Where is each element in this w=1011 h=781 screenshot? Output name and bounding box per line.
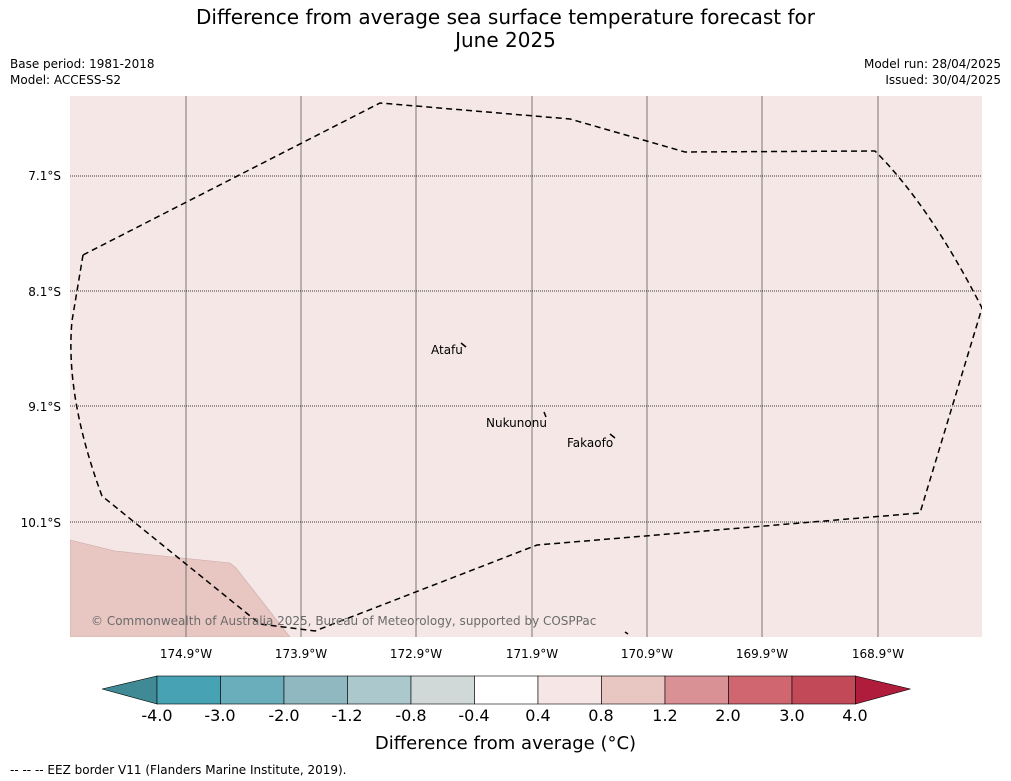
meta-left: Base period: 1981-2018 Model: ACCESS-S2 [10, 56, 155, 88]
colorbar-cell [537, 675, 602, 705]
lon-label: 171.9°W [505, 647, 559, 661]
colorbar-cell [347, 675, 412, 705]
colorbar-cell [728, 675, 793, 705]
lat-label: 9.1°S [28, 400, 61, 414]
issued-date: Issued: 30/04/2025 [885, 73, 1001, 87]
colorbar [101, 675, 911, 705]
eez-border [70, 102, 982, 632]
colorbar-tick: 1.2 [652, 706, 678, 725]
place-label-atafu: Atafu [431, 343, 463, 357]
colorbar-tick: -0.4 [458, 706, 490, 725]
map-title: Difference from average sea surface temp… [0, 6, 1011, 52]
colorbar-tick: -2.0 [268, 706, 300, 725]
nukunonu-island [543, 411, 547, 418]
lat-label: 8.1°S [28, 285, 61, 299]
colorbar-tick: 3.0 [779, 706, 805, 725]
copyright-notice: © Commonwealth of Australia 2025, Bureau… [91, 614, 597, 628]
lat-label: 10.1°S [20, 516, 61, 530]
lon-label: 172.9°W [389, 647, 443, 661]
meta-right: Model run: 28/04/2025 Issued: 30/04/2025 [864, 56, 1001, 88]
title-line-2: June 2025 [455, 28, 556, 52]
model-run: Model run: 28/04/2025 [863, 57, 1001, 71]
atafu-island [460, 342, 467, 348]
lat-label: 7.1°S [28, 169, 61, 183]
colorbar-cell [791, 675, 856, 705]
lon-label: 173.9°W [274, 647, 328, 661]
colorbar-tick: 0.8 [588, 706, 614, 725]
colorbar-cell [664, 675, 729, 705]
title-line-1: Difference from average sea surface temp… [195, 5, 815, 29]
place-label-nukunonu: Nukunonu [486, 416, 547, 430]
parallel-lines [70, 175, 982, 523]
lon-label: 170.9°W [620, 647, 674, 661]
lon-label: 168.9°W [851, 647, 905, 661]
eez-legend-note: -- -- -- EEZ border V11 (Flanders Marine… [10, 763, 347, 777]
colorbar-tick: -1.2 [331, 706, 363, 725]
colorbar-extension-high [855, 675, 911, 705]
colorbar-extension-low [101, 675, 158, 705]
base-period: Base period: 1981-2018 [10, 57, 155, 71]
colorbar-cell [220, 675, 285, 705]
lon-label: 174.9°W [159, 647, 213, 661]
lon-label: 169.9°W [735, 647, 789, 661]
colorbar-cell [474, 675, 539, 705]
swains-island [624, 631, 629, 635]
colorbar-label: Difference from average (°C) [374, 733, 637, 754]
model-name: Model: ACCESS-S2 [10, 73, 122, 87]
colorbar-tick: 4.0 [842, 706, 868, 725]
colorbar-cell [156, 675, 221, 705]
colorbar-tick: -0.8 [395, 706, 427, 725]
map-panel: © Commonwealth of Australia 2025, Bureau… [70, 96, 982, 637]
colorbar-tick: -4.0 [141, 706, 173, 725]
fakaofo-island [609, 433, 616, 439]
colorbar-tick: 2.0 [715, 706, 741, 725]
map-canvas [70, 96, 982, 637]
colorbar-cell [410, 675, 475, 705]
colorbar-cell [601, 675, 666, 705]
place-label-fakaofo: Fakaofo [567, 436, 614, 450]
colorbar-tick: 0.4 [525, 706, 551, 725]
meridian-lines [185, 96, 879, 637]
colorbar-cell [283, 675, 348, 705]
anomaly-region [70, 539, 291, 637]
colorbar-tick: -3.0 [204, 706, 236, 725]
